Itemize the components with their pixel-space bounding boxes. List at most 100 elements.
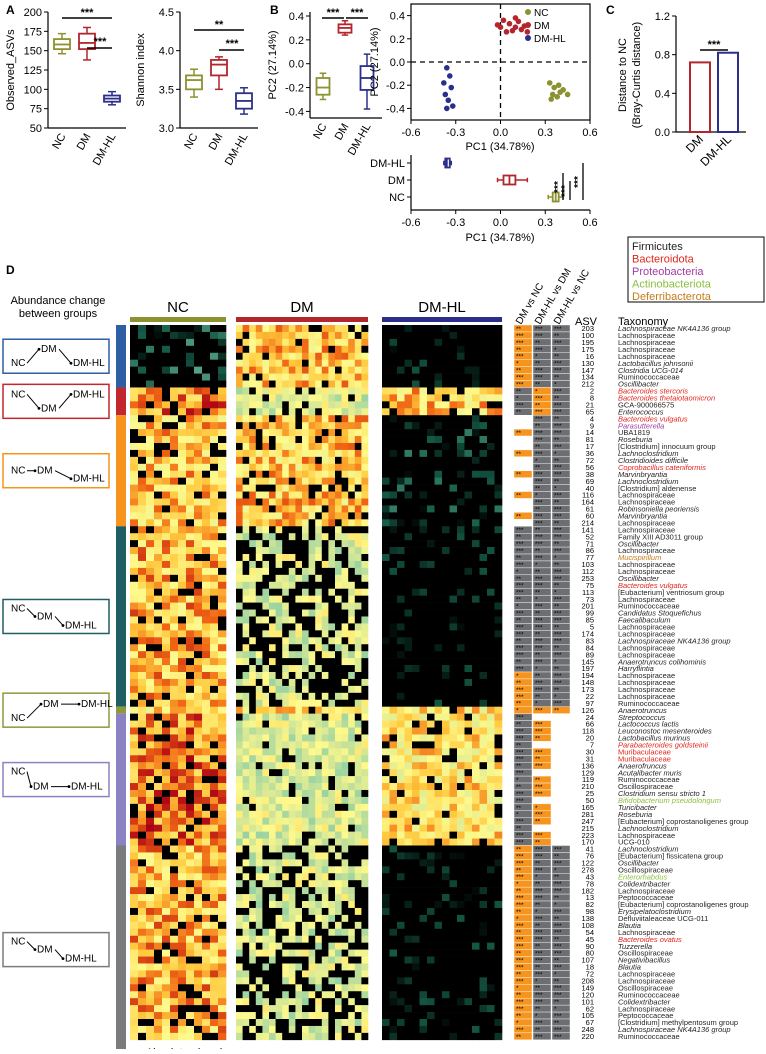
- heatmap-cell: [315, 776, 322, 783]
- heatmap-cell: [348, 526, 355, 533]
- heatmap-cell: [243, 963, 250, 970]
- y-tick-label: 0.8: [655, 50, 670, 62]
- heatmap-cell: [178, 686, 186, 693]
- heatmap-cell: [295, 464, 302, 471]
- heatmap-cell: [450, 429, 458, 436]
- heatmap-cell: [302, 499, 309, 506]
- heatmap-cell: [186, 651, 194, 658]
- heatmap-cell: [472, 505, 480, 512]
- heatmap-cell: [328, 977, 335, 984]
- heatmap-cell: [269, 651, 276, 658]
- heatmap-cell: [210, 846, 218, 853]
- heatmap-cell: [328, 360, 335, 367]
- heatmap-cell: [170, 415, 178, 422]
- heatmap-cell: [295, 887, 302, 894]
- heatmap-cell: [355, 721, 362, 728]
- heatmap-cell: [243, 353, 250, 360]
- heatmap-cell: [130, 360, 138, 367]
- heatmap-cell: [390, 610, 398, 617]
- heatmap-cell: [328, 797, 335, 804]
- heatmap-cell: [146, 422, 154, 429]
- heatmap-cell: [146, 651, 154, 658]
- heatmap-cell: [457, 492, 465, 499]
- heatmap-cell: [236, 568, 243, 575]
- heatmap-cell: [382, 415, 390, 422]
- box-body: [186, 75, 202, 89]
- heatmap-cell: [256, 485, 263, 492]
- heatmap-cell: [487, 721, 495, 728]
- heatmap-cell: [170, 651, 178, 658]
- heatmap-cell: [295, 866, 302, 873]
- heatmap-cell: [361, 991, 368, 998]
- y-tick-label: 1.2: [655, 11, 670, 23]
- heatmap-cell: [302, 526, 309, 533]
- heatmap-cell: [236, 880, 243, 887]
- heatmap-cell: [397, 637, 405, 644]
- heatmap-cell: [315, 394, 322, 401]
- heatmap-cell: [472, 478, 480, 485]
- heatmap-cell: [405, 464, 413, 471]
- heatmap-cell: [202, 450, 210, 457]
- heatmap-cell: [138, 769, 146, 776]
- heatmap-cell: [405, 686, 413, 693]
- heatmap-cell: [442, 353, 450, 360]
- heatmap-cell: [361, 616, 368, 623]
- heatmap-cell: [442, 547, 450, 554]
- heatmap-cell: [472, 714, 480, 721]
- heatmap-cell: [342, 658, 349, 665]
- heatmap-cell: [457, 922, 465, 929]
- heatmap-cell: [335, 700, 342, 707]
- heatmap-cell: [146, 658, 154, 665]
- heatmap-cell: [382, 603, 390, 610]
- heatmap-cell: [355, 984, 362, 991]
- heatmap-cell: [487, 630, 495, 637]
- heatmap-cell: [435, 505, 443, 512]
- heatmap-cell: [269, 332, 276, 339]
- heatmap-cell: [289, 603, 296, 610]
- box-dm-hl: [104, 92, 120, 105]
- heatmap-cell: [243, 457, 250, 464]
- heatmap-cell: [243, 998, 250, 1005]
- heatmap-cell: [262, 721, 269, 728]
- heatmap-cell: [309, 499, 316, 506]
- heatmap-cell: [382, 790, 390, 797]
- heatmap-cell: [328, 658, 335, 665]
- heatmap-cell: [170, 984, 178, 991]
- heatmap-cell: [420, 693, 428, 700]
- heatmap-cell: [382, 464, 390, 471]
- heatmap-cell: [154, 374, 162, 381]
- heatmap-cell: [487, 547, 495, 554]
- heatmap-cell: [435, 387, 443, 394]
- heatmap-cell: [276, 991, 283, 998]
- heatmap-cell: [194, 839, 202, 846]
- heatmap-cell: [178, 894, 186, 901]
- heatmap-cell: [342, 769, 349, 776]
- heatmap-cell: [435, 651, 443, 658]
- heatmap-cell: [322, 908, 329, 915]
- heatmap-cell: [154, 630, 162, 637]
- heatmap-cell: [435, 839, 443, 846]
- heatmap-cell: [322, 977, 329, 984]
- panel-label-c: C: [606, 3, 615, 17]
- heatmap-cell: [162, 457, 170, 464]
- heatmap-cell: [243, 679, 250, 686]
- heatmap-cell: [442, 561, 450, 568]
- heatmap-cell: [382, 859, 390, 866]
- heatmap-cell: [420, 804, 428, 811]
- heatmap-cell: [361, 734, 368, 741]
- heatmap-cell: [361, 929, 368, 936]
- heatmap-cell: [162, 429, 170, 436]
- heatmap-cell: [348, 408, 355, 415]
- heatmap-cell: [210, 353, 218, 360]
- heatmap-cell: [202, 998, 210, 1005]
- y-tick-label: 0.0: [390, 57, 405, 69]
- heatmap-cell: [450, 783, 458, 790]
- heatmap-cell: [262, 610, 269, 617]
- heatmap-cell: [397, 734, 405, 741]
- heatmap-cell: [348, 589, 355, 596]
- heatmap-cell: [178, 991, 186, 998]
- heatmap-cell: [282, 894, 289, 901]
- heatmap-cell: [355, 1005, 362, 1012]
- heatmap-cell: [412, 866, 420, 873]
- heatmap-cell: [355, 866, 362, 873]
